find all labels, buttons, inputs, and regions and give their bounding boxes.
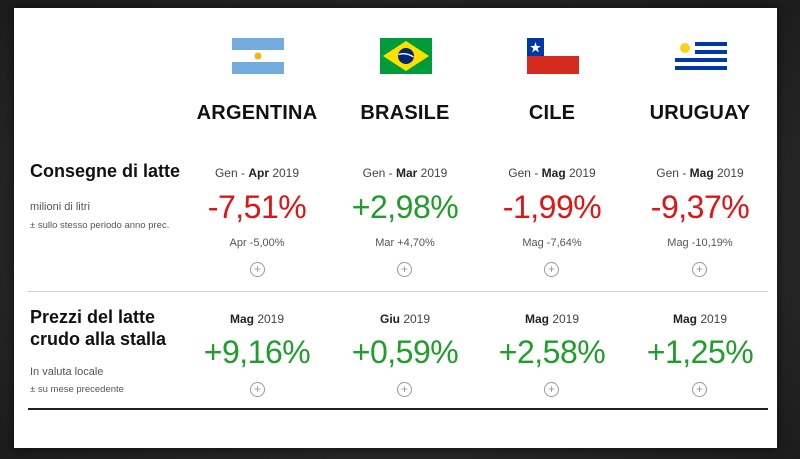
- deliveries-month-change: Mar +4,70%: [375, 237, 435, 249]
- dairy-stats-card: ARGENTINA BRASILE CILE URUGUAY Consegne …: [14, 8, 777, 448]
- deliveries-month-change: Apr -5,00%: [229, 237, 285, 249]
- deliveries-value: -7,51%: [207, 189, 307, 225]
- period-prefix: Gen -: [362, 166, 396, 180]
- period-month: Mar: [395, 166, 418, 180]
- period-prefix: Gen -: [214, 166, 249, 180]
- prices-value: +1,25%: [646, 334, 754, 370]
- deliveries-unit: milioni di litri: [30, 201, 90, 213]
- period-prefix: Gen -: [656, 166, 690, 180]
- expand-plus-icon[interactable]: +: [692, 382, 707, 397]
- argentina-flag-icon: [232, 38, 284, 74]
- period-year: 2019: [253, 312, 285, 326]
- prices-value: +0,59%: [351, 334, 459, 370]
- deliveries-title: Consegne di latte: [30, 161, 181, 181]
- bottom-rule: [28, 408, 768, 410]
- deliveries-month-change: Mag -7,64%: [522, 237, 582, 249]
- uruguay-flag-icon: [675, 38, 727, 74]
- expand-plus-icon[interactable]: +: [250, 382, 265, 397]
- expand-plus-icon[interactable]: +: [250, 262, 265, 277]
- expand-plus-icon[interactable]: +: [397, 262, 412, 277]
- country-name-argentina: ARGENTINA: [196, 102, 318, 124]
- prices-value: +2,58%: [498, 334, 606, 370]
- period-year: 2019: [696, 312, 728, 326]
- expand-plus-icon[interactable]: +: [397, 382, 412, 397]
- period-month: Mag: [229, 312, 254, 326]
- expand-plus-icon[interactable]: +: [544, 382, 559, 397]
- deliveries-period: Gen - Mar 2019: [330, 166, 480, 180]
- expand-plus-icon[interactable]: +: [544, 262, 559, 277]
- period-prefix: Gen -: [508, 166, 542, 180]
- period-month: Mag: [541, 166, 566, 180]
- expand-plus-icon[interactable]: +: [692, 262, 707, 277]
- deliveries-period: Gen - Apr 2019: [182, 166, 332, 180]
- period-month: Mag: [672, 312, 697, 326]
- prices-note: ± su mese precedente: [30, 384, 124, 395]
- country-name-cile: CILE: [528, 102, 576, 124]
- deliveries-value: +2,98%: [351, 189, 459, 225]
- brazil-flag-icon: [380, 38, 432, 74]
- period-year: 2019: [548, 312, 580, 326]
- prices-period: Mag 2019: [182, 312, 332, 326]
- period-month: Mag: [689, 166, 714, 180]
- prices-period: Mag 2019: [625, 312, 775, 326]
- deliveries-month-change: Mag -10,19%: [667, 237, 733, 249]
- prices-title-line1: Prezzi del latte: [30, 307, 156, 327]
- period-year: 2019: [399, 312, 431, 326]
- chile-flag-icon: [527, 38, 579, 74]
- deliveries-note: ± sullo stesso periodo anno prec.: [30, 220, 170, 231]
- period-year: 2019: [269, 166, 300, 180]
- country-name-uruguay: URUGUAY: [649, 102, 751, 124]
- period-month: Mag: [524, 312, 549, 326]
- period-month: Giu: [379, 312, 400, 326]
- prices-value: +9,16%: [203, 334, 311, 370]
- period-year: 2019: [565, 166, 596, 180]
- country-name-brasile: BRASILE: [360, 102, 450, 124]
- prices-period: Giu 2019: [330, 312, 480, 326]
- deliveries-value: -9,37%: [650, 189, 750, 225]
- prices-unit: In valuta locale: [30, 366, 104, 378]
- deliveries-period: Gen - Mag 2019: [477, 166, 627, 180]
- period-year: 2019: [713, 166, 744, 180]
- prices-period: Mag 2019: [477, 312, 627, 326]
- period-year: 2019: [417, 166, 448, 180]
- deliveries-period: Gen - Mag 2019: [625, 166, 775, 180]
- deliveries-value: -1,99%: [502, 189, 602, 225]
- prices-title-line2: crudo alla stalla: [30, 329, 167, 349]
- period-month: Apr: [248, 166, 269, 180]
- section-divider: [28, 291, 768, 292]
